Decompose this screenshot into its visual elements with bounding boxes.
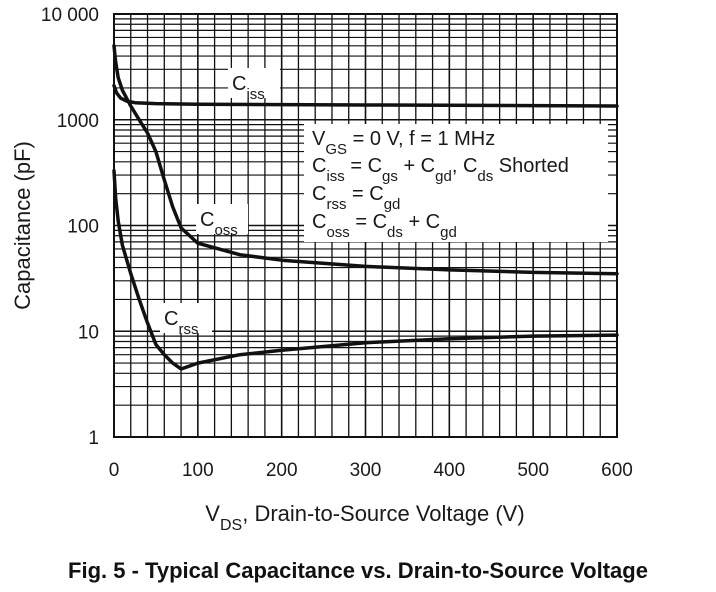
series-label-crss: Crss: [164, 308, 198, 338]
annotation-line: Ciss = Cgs + Cgd, Cds Shorted: [312, 155, 569, 185]
annotation-sub: gd: [384, 196, 401, 213]
x-tick-label: 100: [182, 460, 214, 481]
series-label-sub: rss: [178, 321, 198, 338]
series-label-bg-coss: [196, 204, 248, 234]
annotation-line: Crss = Cgd: [312, 183, 400, 213]
series-label-main: C: [232, 73, 246, 95]
series-label-coss: Coss: [200, 209, 238, 239]
plot-frame: [113, 13, 618, 438]
annotation-main: V: [312, 128, 326, 150]
series-line-crss: [112, 168, 619, 371]
series-label-main: C: [164, 308, 178, 330]
series-label-sub: oss: [214, 222, 237, 239]
annotation-sub: ds: [387, 224, 403, 241]
x-tick-label: 0: [109, 460, 120, 481]
annotation-main: = 0 V, f = 1 MHz: [347, 128, 495, 150]
series-label-main: C: [200, 209, 214, 231]
x-tick-label: 500: [517, 460, 549, 481]
series: [112, 44, 619, 371]
y-axis-title: Capacitance (pF): [10, 141, 35, 310]
x-tick-label: 200: [266, 460, 298, 481]
series-label-bg-ciss: [228, 68, 280, 98]
series-label-ciss: Ciss: [232, 73, 265, 103]
x-tick-label: 400: [433, 460, 465, 481]
annotation-line: Coss = Cds + Cgd: [312, 211, 457, 241]
annotation-main: = C: [345, 155, 382, 177]
x-axis-title-main: V: [205, 501, 220, 526]
series-line-ciss: [112, 83, 619, 108]
y-tick-label: 1000: [57, 111, 99, 132]
annotation-main: = C: [350, 211, 387, 233]
annotation-sub: gd: [440, 224, 457, 241]
series-line-coss: [112, 44, 619, 276]
annotation-sub: iss: [326, 168, 344, 185]
x-axis-title-sub: DS: [220, 517, 242, 534]
annotation-line: VGS = 0 V, f = 1 MHz: [312, 128, 495, 158]
annotation-sub: ds: [477, 168, 493, 185]
annotation-sub: gs: [382, 168, 398, 185]
annotation-main: C: [312, 183, 326, 205]
y-tick-label: 1: [88, 428, 99, 449]
y-tick-label: 10: [78, 322, 99, 343]
annotation-sub: oss: [326, 224, 349, 241]
series-label-bg-crss: [160, 303, 212, 333]
series-label-sub: iss: [246, 86, 264, 103]
annotation-main: , C: [452, 155, 478, 177]
annotation-main: = C: [346, 183, 383, 205]
annotation-main: C: [312, 211, 326, 233]
annotation-sub: GS: [325, 141, 347, 158]
annotation-main: Shorted: [493, 155, 569, 177]
x-tick-label: 300: [350, 460, 382, 481]
annotation-main: C: [312, 155, 326, 177]
x-axis-title-rest: , Drain-to-Source Voltage (V): [242, 501, 524, 526]
x-tick-label: 600: [601, 460, 633, 481]
annotation-main: + C: [403, 211, 440, 233]
annotation-sub: rss: [326, 196, 346, 213]
y-tick-label: 10 000: [41, 5, 99, 26]
x-axis-title: VDS, Drain-to-Source Voltage (V): [205, 501, 524, 534]
annotation-main: + C: [398, 155, 435, 177]
annotation-bg: [304, 124, 608, 242]
figure-caption: Fig. 5 - Typical Capacitance vs. Drain-t…: [68, 558, 648, 583]
annotation-sub: gd: [435, 168, 452, 185]
y-tick-label: 100: [67, 217, 99, 238]
axes: 0 100 200 300 400 500 600 1 10 100 1000 10 000 Capac…: [10, 5, 633, 534]
